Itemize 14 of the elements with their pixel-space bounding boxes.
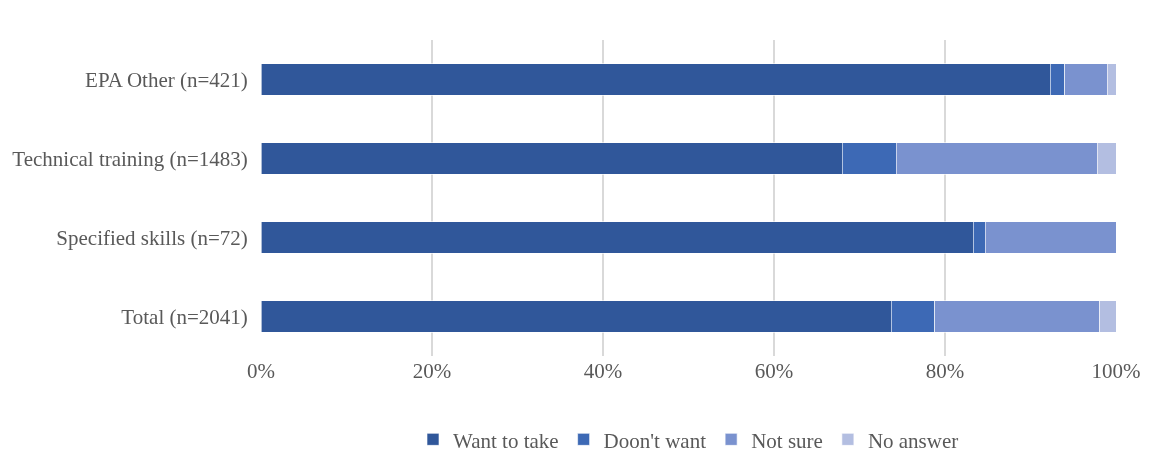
legend-label: Want to take	[453, 428, 559, 453]
x-tick-label: 100%	[1091, 359, 1141, 383]
x-tick-label: 0%	[247, 359, 275, 383]
y-tick-label: Total (n=2041)	[121, 304, 248, 329]
x-tick-label: 20%	[412, 359, 452, 383]
legend-label: Doon't want	[603, 428, 707, 453]
y-tick-label: EPA Other (n=421)	[85, 67, 248, 92]
y-tick-label: Specified skills (n=72)	[56, 225, 248, 250]
x-tick-label: 40%	[583, 359, 623, 383]
legend-label: Not sure	[751, 428, 823, 453]
x-tick-label: 60%	[754, 359, 794, 383]
y-tick-label: Technical training (n=1483)	[12, 146, 248, 171]
legend-label: No answer	[867, 428, 959, 453]
x-tick-label: 80%	[925, 359, 965, 383]
